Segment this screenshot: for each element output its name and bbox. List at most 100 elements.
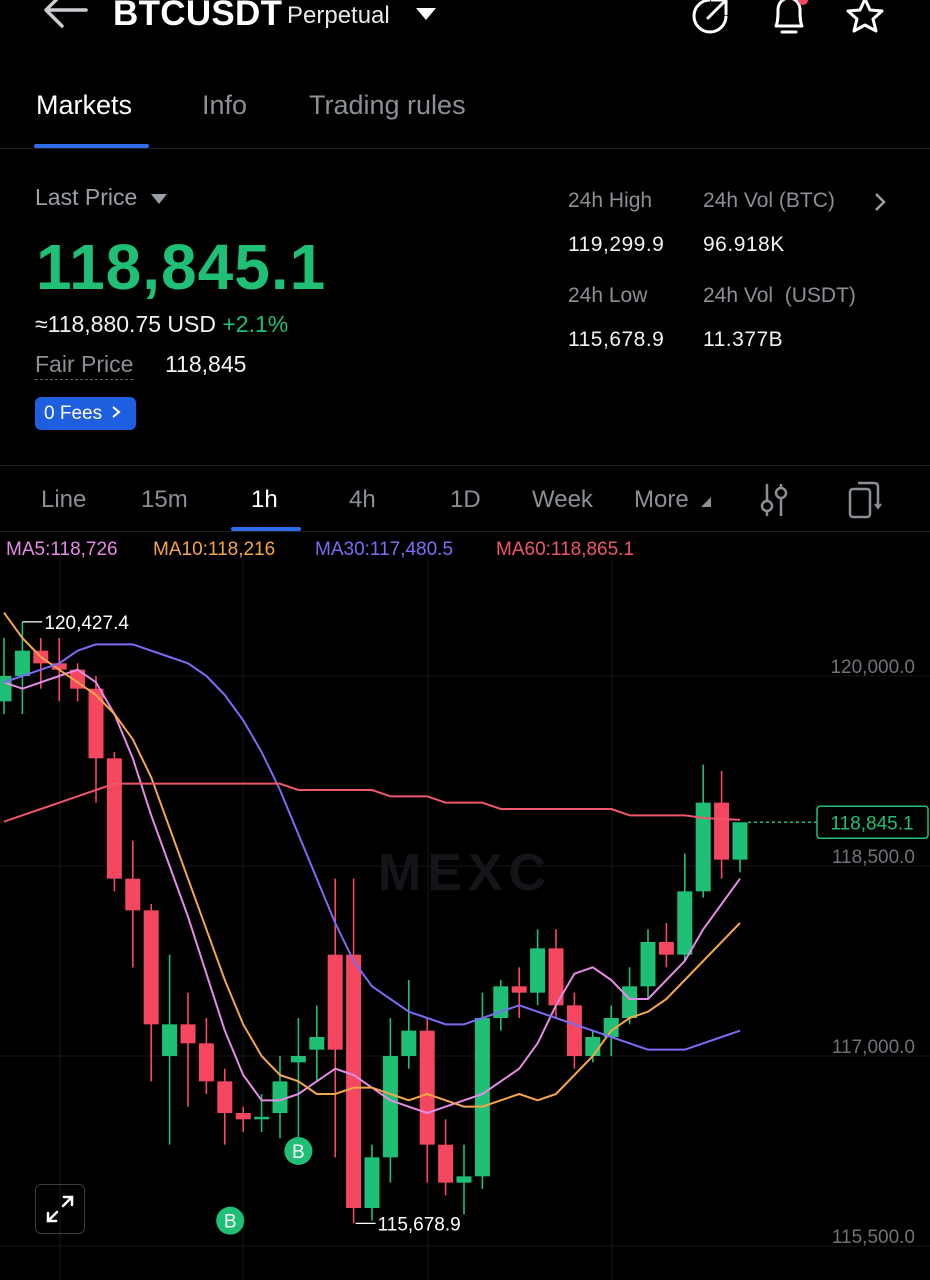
ma5-legend: MA5:118,726 xyxy=(6,539,118,560)
candle-body xyxy=(566,1005,582,1056)
candle-body xyxy=(732,822,748,860)
interval-week[interactable]: Week xyxy=(532,486,593,513)
candle-body xyxy=(235,1113,251,1120)
candle-body xyxy=(162,1024,178,1056)
interval-more[interactable]: More xyxy=(634,486,712,514)
buy-marker xyxy=(216,1206,245,1235)
vol-usdt-value: 11.377B xyxy=(703,328,784,351)
candlestick-chart[interactable]: MEXC 120,000.0 118,500.0 117,000.0 115,500.… xyxy=(0,560,930,1280)
high-24h-label: 24h High xyxy=(568,189,653,212)
buy-marker-label: B xyxy=(224,1212,237,1233)
vol-btc-label: 24h Vol (BTC) xyxy=(703,189,835,212)
candle-body xyxy=(474,1018,490,1177)
candle-body xyxy=(272,1081,288,1113)
fees-label: 0 Fees xyxy=(44,403,103,424)
tab-info[interactable]: Info xyxy=(202,90,248,120)
candle-body xyxy=(640,942,656,987)
expand-chart-button[interactable] xyxy=(35,1184,85,1234)
y-axis-label: 118,500.0 xyxy=(832,847,915,868)
symbol-title[interactable]: BTCUSDT xyxy=(113,0,283,33)
candle-body xyxy=(622,986,638,1018)
candle-body xyxy=(401,1030,417,1056)
contract-type[interactable]: Perpetual xyxy=(287,2,390,29)
candle-body xyxy=(530,948,546,993)
interval-1h[interactable]: 1h xyxy=(251,486,278,513)
candle-body xyxy=(438,1144,454,1183)
candle-body xyxy=(382,1056,398,1158)
candle-body xyxy=(714,802,730,860)
low-24h-value: 115,678.9 xyxy=(568,328,665,351)
candle-body xyxy=(327,954,343,1050)
interval-1d[interactable]: 1D xyxy=(450,486,481,513)
chevron-right-icon xyxy=(112,406,121,418)
corner-triangle-icon xyxy=(701,497,712,507)
tab-trading-rules[interactable]: Trading rules xyxy=(309,90,466,120)
candle-body xyxy=(658,942,674,955)
candle-body xyxy=(106,758,122,879)
candle-body xyxy=(254,1116,270,1120)
ma30-legend: MA30:117,480.5 xyxy=(315,539,454,560)
indicator-settings-icon[interactable] xyxy=(759,482,789,523)
candle-body xyxy=(456,1176,472,1183)
interval-line[interactable]: Line xyxy=(41,486,87,513)
chart-grid xyxy=(0,560,930,1280)
ma60-legend: MA60:118,865.1 xyxy=(496,539,635,560)
approx-price-text: ≈118,880.75 USD xyxy=(35,311,216,337)
chart-watermark: MEXC xyxy=(378,844,552,902)
candle-body xyxy=(143,910,159,1025)
chevron-down-icon[interactable] xyxy=(414,6,438,27)
candle-body xyxy=(290,1056,306,1063)
candle-body xyxy=(695,802,711,892)
y-axis-label: 115,500.0 xyxy=(832,1227,915,1248)
last-price-tag xyxy=(816,805,929,840)
star-icon[interactable] xyxy=(844,0,886,41)
vol-btc-value: 96.918K xyxy=(703,233,785,256)
tab-markets[interactable]: Markets xyxy=(36,90,133,120)
last-price-label: Last Price xyxy=(35,184,138,210)
landscape-icon[interactable] xyxy=(846,479,882,524)
caret-down-icon xyxy=(150,193,167,204)
price-change-percent: +2.1% xyxy=(222,311,289,337)
candle-body xyxy=(14,650,30,676)
divider xyxy=(0,148,930,149)
last-price-tag-label: 118,845.1 xyxy=(830,813,913,834)
back-button[interactable] xyxy=(40,0,90,38)
candle-body xyxy=(511,986,527,993)
candle-body xyxy=(51,663,67,670)
candle-body xyxy=(585,1037,601,1056)
expand-icon xyxy=(46,1195,74,1223)
interval-15m[interactable]: 15m xyxy=(141,486,188,513)
approx-usd-price: ≈118,880.75 USD +2.1% xyxy=(35,311,288,338)
ma10-legend: MA10:118,216 xyxy=(153,539,276,560)
interval-4h[interactable]: 4h xyxy=(349,486,376,513)
interval-active-indicator xyxy=(231,527,301,531)
y-axis-label: 117,000.0 xyxy=(832,1037,915,1058)
candle-body xyxy=(198,1043,214,1082)
bell-icon[interactable] xyxy=(768,0,810,43)
vol-usdt-label: 24h Vol (USDT) xyxy=(703,284,856,307)
candle-body xyxy=(88,688,104,759)
fair-price-value: 118,845 xyxy=(165,351,247,377)
candle-body xyxy=(309,1037,325,1050)
ma-line-ma10 xyxy=(3,612,741,1108)
divider xyxy=(0,531,930,532)
fair-price-label[interactable]: Fair Price xyxy=(35,351,134,380)
candle-body xyxy=(125,878,141,911)
ma-line-ma60 xyxy=(3,782,741,823)
y-axis-label: 120,000.0 xyxy=(830,657,915,678)
candle-body xyxy=(548,948,564,1006)
low-24h-label: 24h Low xyxy=(568,284,648,307)
tab-active-indicator xyxy=(34,144,149,148)
divider xyxy=(0,465,930,466)
last-price-selector[interactable]: Last Price xyxy=(35,184,168,211)
stats-chevron-right-icon[interactable] xyxy=(872,190,888,219)
candle-body xyxy=(364,1157,380,1208)
buy-marker-label: B xyxy=(292,1142,305,1163)
share-icon[interactable] xyxy=(690,0,730,41)
high-24h-value: 119,299.9 xyxy=(568,233,665,256)
zero-fees-button[interactable]: 0 Fees xyxy=(35,397,136,430)
candle-body xyxy=(603,1018,619,1037)
candle-body xyxy=(419,1030,435,1145)
candle-body xyxy=(0,676,12,702)
low-marker-label: 115,678.9 xyxy=(378,1214,461,1235)
